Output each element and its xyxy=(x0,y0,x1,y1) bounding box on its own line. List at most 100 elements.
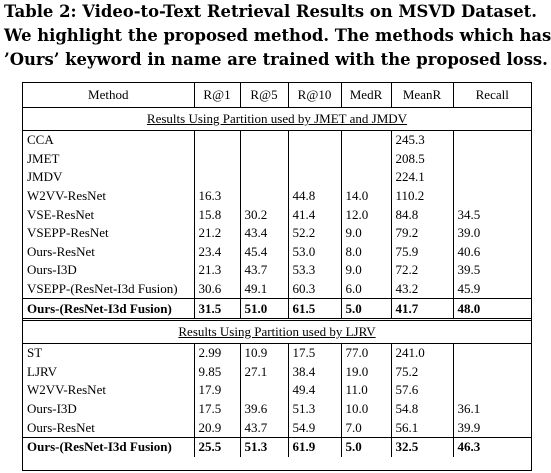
cell-r5: 49.1 xyxy=(240,280,288,299)
cell-recall: 48.0 xyxy=(453,299,531,320)
cell-meanr: 110.2 xyxy=(391,187,453,206)
header-recall: Recall xyxy=(453,83,531,108)
cell-method: JMDV xyxy=(23,168,194,187)
cell-recall: 39.9 xyxy=(453,418,531,437)
cell-method: W2VV-ResNet xyxy=(23,381,194,400)
cell-r5: 51.3 xyxy=(240,437,288,456)
cell-r10 xyxy=(288,168,341,187)
cell-r1 xyxy=(194,168,240,187)
results-table: Method R@1 R@5 R@10 MedR MeanR Recall Re… xyxy=(22,82,532,471)
cell-method: Ours-I3D xyxy=(23,400,194,419)
cell-r5 xyxy=(240,187,288,206)
cell-method: Ours-ResNet xyxy=(23,418,194,437)
table-row: Ours-I3D 17.5 39.6 51.3 10.0 54.8 36.1 xyxy=(23,400,531,419)
cell-r1: 9.85 xyxy=(194,363,240,382)
cell-r1: 31.5 xyxy=(194,299,240,320)
cell-r5: 10.9 xyxy=(240,343,288,362)
table-row: VSEPP-(ResNet-I3d Fusion) 30.6 49.1 60.3 6.0… xyxy=(23,280,531,299)
header-meanr: MeanR xyxy=(391,83,453,108)
cell-recall: 46.3 xyxy=(453,437,531,456)
cell-r5 xyxy=(240,131,288,150)
cell-r10: 60.3 xyxy=(288,280,341,299)
cell-r5: 45.4 xyxy=(240,243,288,262)
cell-medr: 6.0 xyxy=(341,280,391,299)
cell-meanr: 56.1 xyxy=(391,418,453,437)
cell-recall: 45.9 xyxy=(453,280,531,299)
cell-recall: 39.0 xyxy=(453,224,531,243)
cell-r10: 61.9 xyxy=(288,437,341,456)
cell-r1: 21.3 xyxy=(194,261,240,280)
cell-method: VSE-ResNet xyxy=(23,205,194,224)
cell-medr: 14.0 xyxy=(341,187,391,206)
cell-r10: 38.4 xyxy=(288,363,341,382)
cell-r10: 49.4 xyxy=(288,381,341,400)
section-title: Results Using Partition used by JMET and… xyxy=(147,111,407,126)
cell-recall xyxy=(453,131,531,150)
cell-meanr: 43.2 xyxy=(391,280,453,299)
header-r1: R@1 xyxy=(194,83,240,108)
cell-r1 xyxy=(194,150,240,169)
cell-method: ST xyxy=(23,343,194,362)
header-r5: R@5 xyxy=(240,83,288,108)
section-title: Results Using Partition used by LJRV xyxy=(178,324,375,339)
cell-r5: 43.7 xyxy=(240,261,288,280)
cell-method: LJRV xyxy=(23,363,194,382)
cell-meanr: 32.5 xyxy=(391,437,453,456)
cell-r1: 25.5 xyxy=(194,437,240,456)
caption-line-3: ’Ours’ keyword in name are trained with … xyxy=(4,48,549,72)
cell-r1: 16.3 xyxy=(194,187,240,206)
table-row: VSE-ResNet 15.8 30.2 41.4 12.0 84.8 34.5 xyxy=(23,205,531,224)
table-row: ST 2.99 10.9 17.5 77.0 241.0 xyxy=(23,343,531,362)
cell-medr: 9.0 xyxy=(341,261,391,280)
cell-medr: 77.0 xyxy=(341,343,391,362)
table-row: LJRV 9.85 27.1 38.4 19.0 75.2 xyxy=(23,363,531,382)
cell-r5 xyxy=(240,381,288,400)
cell-meanr: 54.8 xyxy=(391,400,453,419)
cell-meanr: 41.7 xyxy=(391,299,453,320)
cell-meanr: 84.8 xyxy=(391,205,453,224)
cell-r10: 44.8 xyxy=(288,187,341,206)
cell-r1: 17.9 xyxy=(194,381,240,400)
cell-medr: 9.0 xyxy=(341,224,391,243)
cell-method: Ours-I3D xyxy=(23,261,194,280)
cell-medr: 11.0 xyxy=(341,381,391,400)
cell-r10: 41.4 xyxy=(288,205,341,224)
table-row: W2VV-ResNet 17.9 49.4 11.0 57.6 xyxy=(23,381,531,400)
cell-r10: 53.0 xyxy=(288,243,341,262)
cell-medr xyxy=(341,168,391,187)
cell-meanr: 208.5 xyxy=(391,150,453,169)
cell-meanr: 241.0 xyxy=(391,343,453,362)
table-row: Ours-(ResNet-I3d Fusion) 31.5 51.0 61.5 5.0 4… xyxy=(23,299,531,320)
cell-recall: 36.1 xyxy=(453,400,531,419)
cell-r1: 15.8 xyxy=(194,205,240,224)
cell-meanr: 79.2 xyxy=(391,224,453,243)
cell-method: VSEPP-(ResNet-I3d Fusion) xyxy=(23,280,194,299)
table-row: Ours-I3D 21.3 43.7 53.3 9.0 72.2 39.5 xyxy=(23,261,531,280)
cell-r5: 39.6 xyxy=(240,400,288,419)
cell-medr xyxy=(341,131,391,150)
cell-r5: 30.2 xyxy=(240,205,288,224)
cell-medr: 5.0 xyxy=(341,299,391,320)
table-row: JMDV 224.1 xyxy=(23,168,531,187)
table-row: JMET 208.5 xyxy=(23,150,531,169)
cell-medr: 8.0 xyxy=(341,243,391,262)
cell-recall xyxy=(453,381,531,400)
cell-method: Ours-(ResNet-I3d Fusion) xyxy=(23,299,194,320)
cell-recall xyxy=(453,168,531,187)
cell-meanr: 245.3 xyxy=(391,131,453,150)
header-r10: R@10 xyxy=(288,83,341,108)
cell-meanr: 57.6 xyxy=(391,381,453,400)
caption-line-1: Table 2: Video-to-Text Retrieval Results… xyxy=(4,0,549,24)
cell-recall xyxy=(453,150,531,169)
cell-recall: 39.5 xyxy=(453,261,531,280)
cell-r5 xyxy=(240,150,288,169)
cell-r5: 27.1 xyxy=(240,363,288,382)
table-row: Ours-ResNet 20.9 43.7 54.9 7.0 56.1 39.9 xyxy=(23,418,531,437)
cell-recall xyxy=(453,187,531,206)
header-medr: MedR xyxy=(341,83,391,108)
cell-recall: 40.6 xyxy=(453,243,531,262)
cell-r10: 61.5 xyxy=(288,299,341,320)
cell-meanr: 75.2 xyxy=(391,363,453,382)
cell-r1 xyxy=(194,131,240,150)
cell-r5: 51.0 xyxy=(240,299,288,320)
